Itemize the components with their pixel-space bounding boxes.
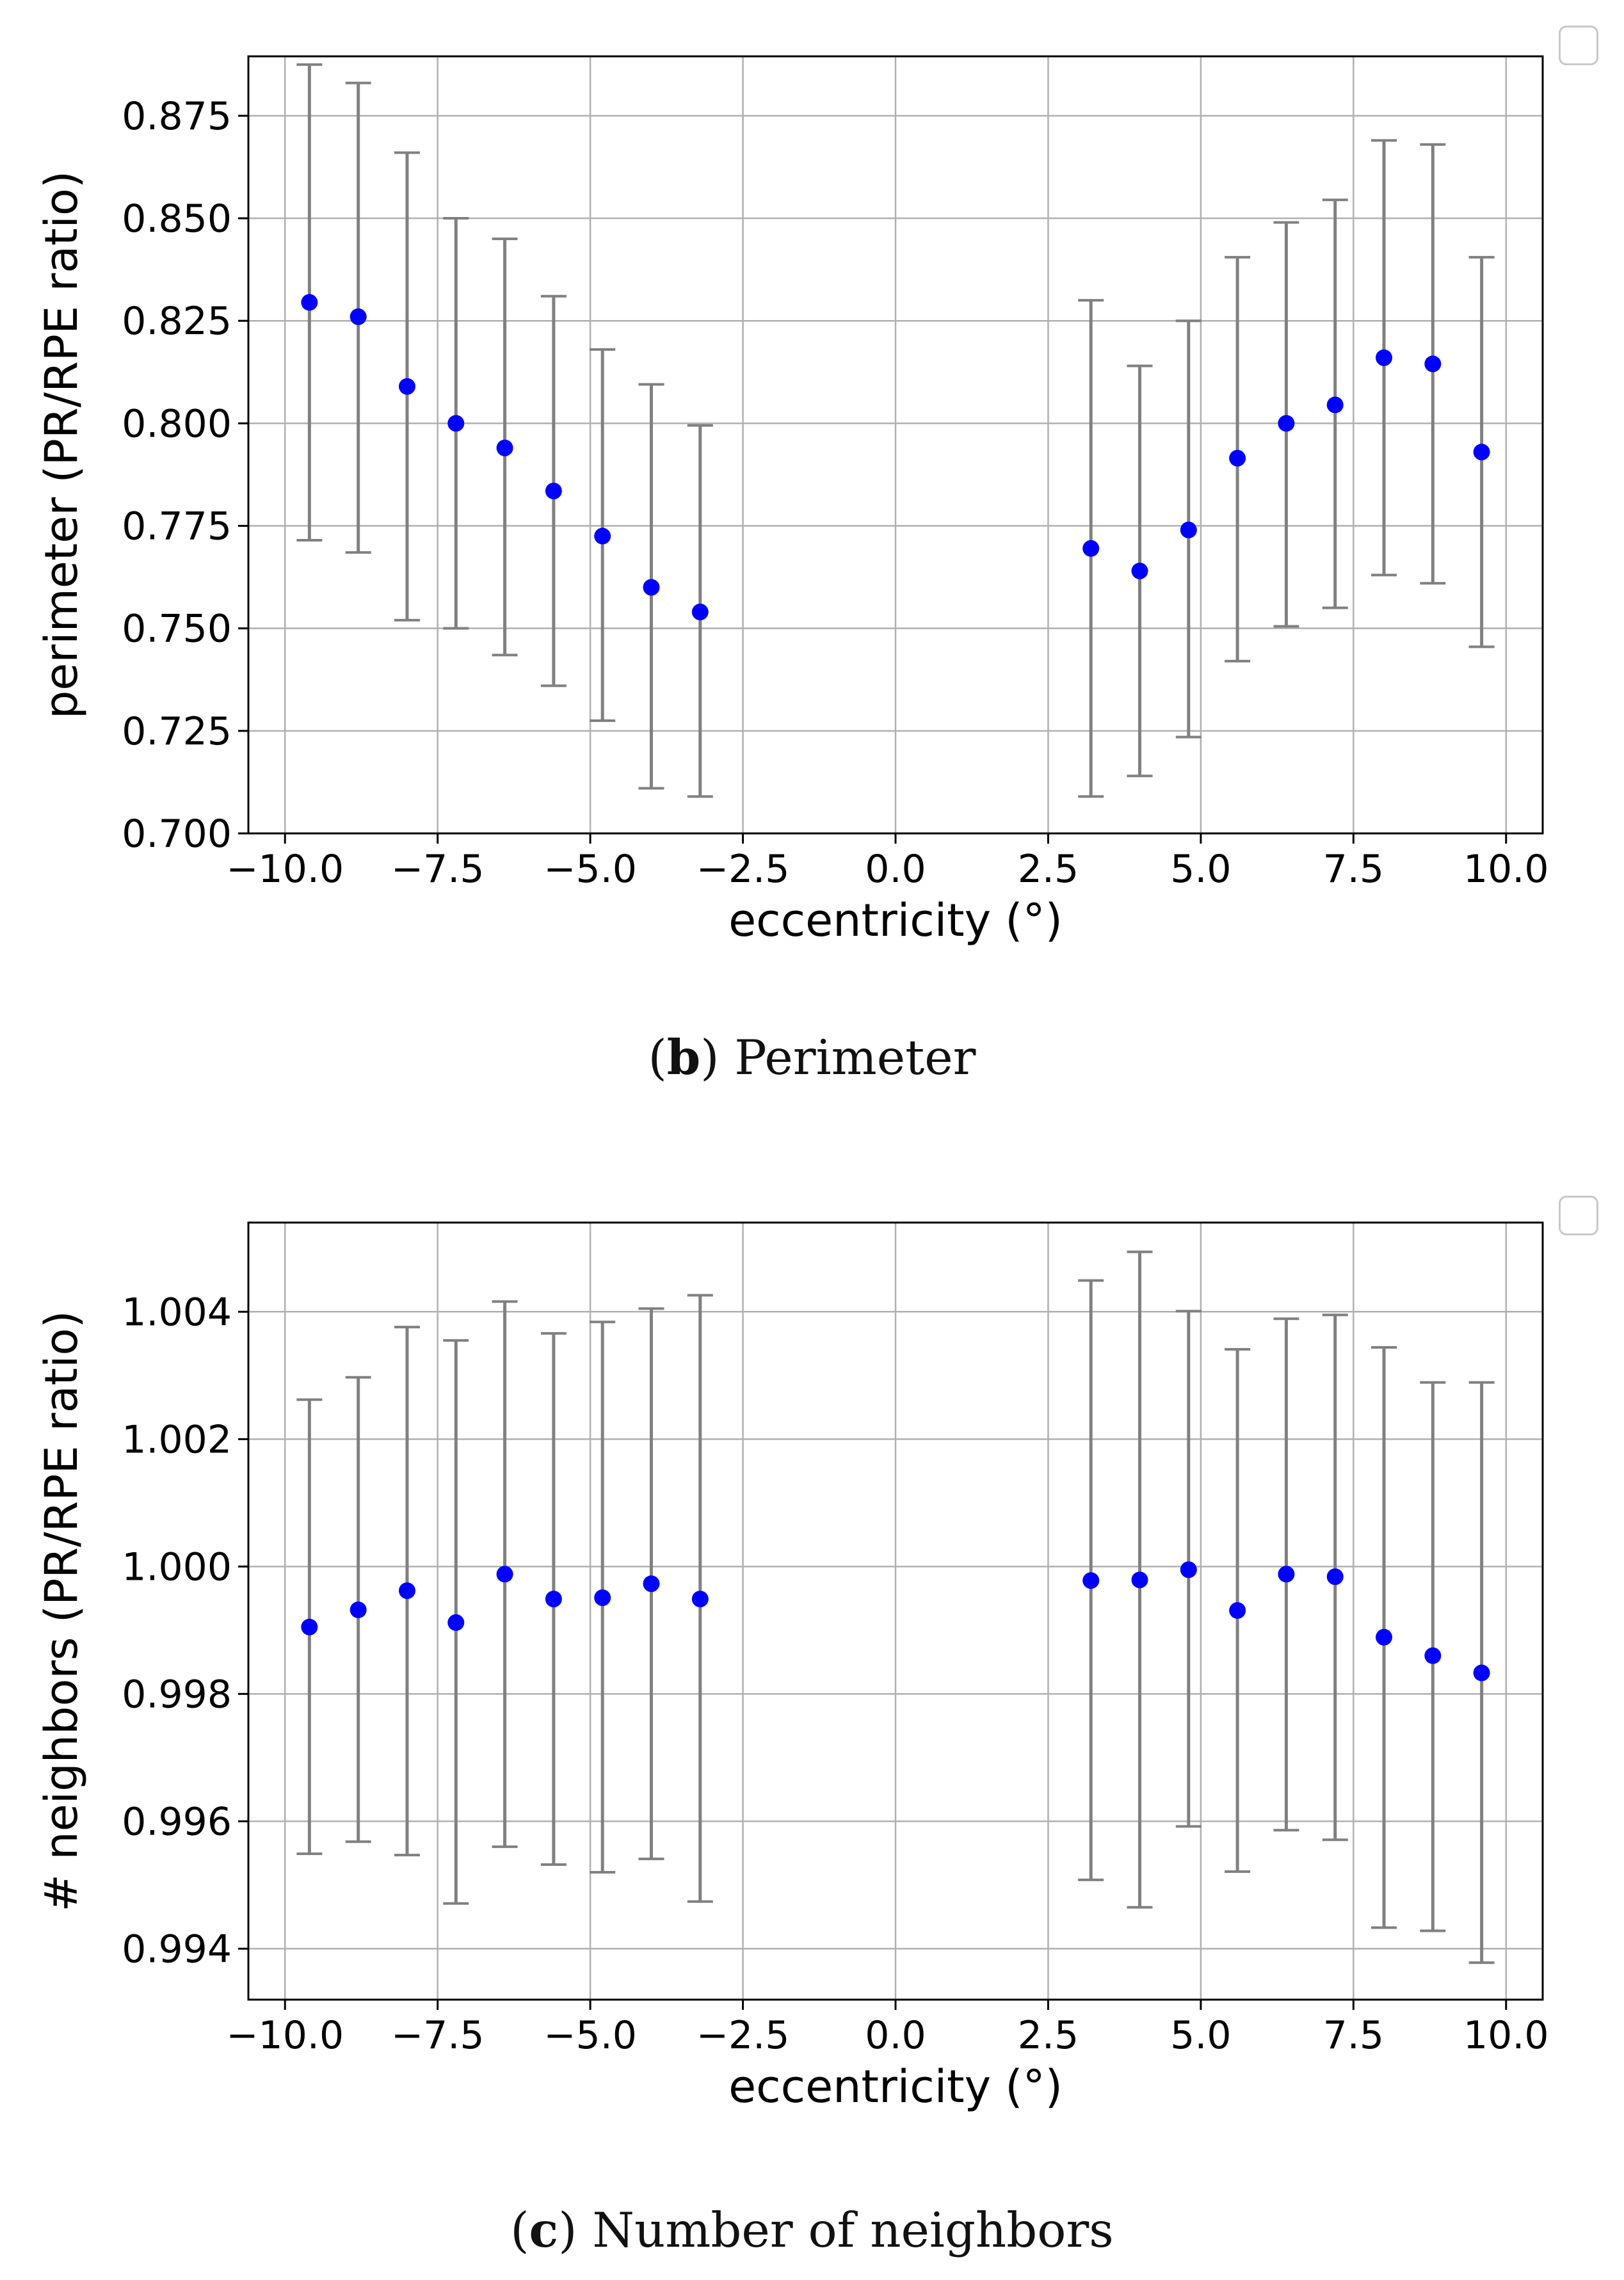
data-point xyxy=(1326,1568,1344,1586)
data-point xyxy=(1180,521,1197,538)
x-tick-label: 5.0 xyxy=(1170,847,1231,892)
data-point xyxy=(1424,355,1442,373)
data-point xyxy=(1424,1647,1442,1664)
data-point xyxy=(1082,540,1100,557)
y-tick-label: 1.004 xyxy=(122,1290,232,1335)
perimeter-chart: −10.0 −7.5 −5.0 −2.5 0.0 2.5 5.0 7.5 10.0 0.700 0.… xyxy=(35,55,1549,947)
data-point xyxy=(594,1589,611,1607)
caption-b: (b) Perimeter xyxy=(648,1029,976,1086)
data-point xyxy=(1131,1571,1148,1589)
y-tick-label: 0.750 xyxy=(122,607,232,652)
data-point xyxy=(1278,1566,1295,1583)
data-point xyxy=(1131,562,1148,579)
x-tick-label: 5.0 xyxy=(1170,2013,1231,2058)
data-point xyxy=(545,483,562,500)
data-point xyxy=(545,1591,562,1608)
data-point xyxy=(643,579,660,596)
x-tick-label: 0.0 xyxy=(865,2013,926,2058)
data-point xyxy=(1376,1628,1393,1646)
y-tick-label: 0.825 xyxy=(122,299,232,344)
y-tick-label: 1.002 xyxy=(122,1417,232,1462)
y-tick-label: 0.700 xyxy=(122,812,232,856)
neighbors-chart: −10.0 −7.5 −5.0 −2.5 0.0 2.5 5.0 7.5 10.0 0.994 0.… xyxy=(35,1221,1549,2113)
grid xyxy=(248,56,1543,835)
ticks: −10.0 −7.5 −5.0 −2.5 0.0 2.5 5.0 7.5 10.0 0.700 0.… xyxy=(122,94,1548,892)
x-tick-label: −5.0 xyxy=(543,847,637,892)
y-axis-label: perimeter (PR/RPE ratio) xyxy=(35,171,88,719)
data-point xyxy=(1082,1572,1100,1589)
plot-frame xyxy=(247,55,1544,835)
data-point xyxy=(301,1618,318,1635)
x-tick-label: −2.5 xyxy=(696,2013,790,2058)
y-tick-label: 0.994 xyxy=(122,1927,232,1971)
x-tick-label: −7.5 xyxy=(391,847,485,892)
data-point xyxy=(691,604,709,621)
x-tick-label: −5.0 xyxy=(543,2013,637,2058)
data-point xyxy=(594,527,611,545)
data-point xyxy=(398,378,415,395)
caption-c: (c) Number of neighbors xyxy=(510,2202,1114,2258)
x-tick-label: −7.5 xyxy=(391,2013,485,2058)
plot-frame xyxy=(247,1221,1544,2001)
data-point xyxy=(643,1575,660,1593)
data-point xyxy=(350,1602,367,1619)
data-point xyxy=(1278,415,1295,432)
data-point xyxy=(1229,449,1246,467)
data-point xyxy=(691,1591,709,1608)
data-point xyxy=(350,308,367,325)
data-point xyxy=(1326,396,1344,413)
data-point xyxy=(496,1566,513,1583)
data-point xyxy=(1473,444,1490,461)
x-tick-label: −10.0 xyxy=(226,2013,344,2058)
ticks: −10.0 −7.5 −5.0 −2.5 0.0 2.5 5.0 7.5 10.0 0.994 0.… xyxy=(122,1290,1548,2058)
x-tick-label: 7.5 xyxy=(1323,2013,1384,2058)
x-tick-label: −2.5 xyxy=(696,847,790,892)
x-axis-label: eccentricity (°) xyxy=(728,2060,1063,2113)
x-tick-label: 2.5 xyxy=(1018,2013,1079,2058)
data-point xyxy=(398,1582,415,1600)
x-tick-label: 10.0 xyxy=(1463,2013,1549,2058)
data-point xyxy=(301,294,318,311)
x-tick-label: −10.0 xyxy=(226,847,344,892)
x-tick-label: 0.0 xyxy=(865,847,926,892)
y-axis-label: # neighbors (PR/RPE ratio) xyxy=(35,1310,88,1911)
y-tick-label: 0.998 xyxy=(122,1672,232,1717)
data-points xyxy=(301,294,1490,621)
data-point xyxy=(1473,1664,1490,1682)
y-tick-label: 1.000 xyxy=(122,1545,232,1589)
y-tick-label: 0.850 xyxy=(122,197,232,241)
y-tick-label: 0.800 xyxy=(122,401,232,446)
y-tick-label: 0.725 xyxy=(122,709,232,754)
grid xyxy=(248,1223,1543,2000)
data-point xyxy=(1229,1602,1246,1619)
data-point xyxy=(447,415,465,432)
data-point xyxy=(496,439,513,456)
y-tick-label: 0.775 xyxy=(122,504,232,549)
x-tick-label: 10.0 xyxy=(1463,847,1549,892)
legend-box xyxy=(1559,26,1598,65)
data-point xyxy=(1180,1561,1197,1578)
data-points xyxy=(301,1561,1490,1682)
data-point xyxy=(447,1614,465,1631)
data-point xyxy=(1376,349,1393,366)
y-tick-label: 0.996 xyxy=(122,1799,232,1844)
x-axis-label: eccentricity (°) xyxy=(728,894,1063,947)
x-tick-label: 2.5 xyxy=(1018,847,1079,892)
legend-box xyxy=(1559,1196,1598,1235)
x-tick-label: 7.5 xyxy=(1323,847,1384,892)
y-tick-label: 0.875 xyxy=(122,94,232,139)
